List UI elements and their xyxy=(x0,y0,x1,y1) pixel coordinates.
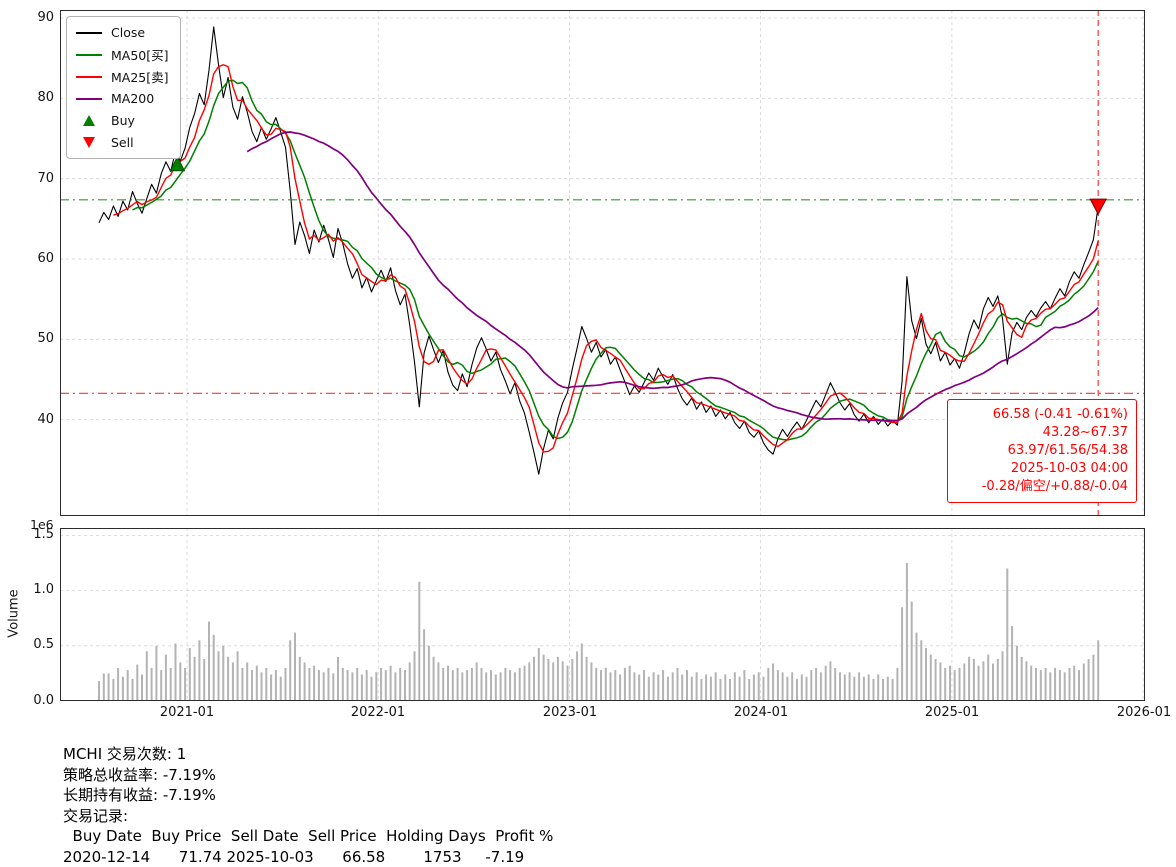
y-axis-tick: 80 xyxy=(8,90,54,106)
y-axis-tick: 60 xyxy=(8,251,54,267)
ma25-line-swatch xyxy=(76,76,102,78)
trade-table-header: Buy Date Buy Price Sell Date Sell Price … xyxy=(63,826,553,847)
volume-offset-label: 1e6 xyxy=(30,517,54,532)
y-axis-tick: 90 xyxy=(8,10,54,26)
sell-marker-icon xyxy=(76,137,102,148)
legend-item-close: Close xyxy=(76,24,169,41)
ma200-line-swatch xyxy=(76,98,102,100)
x-axis-tick: 2024-01 xyxy=(721,705,801,721)
legend: Close MA50[买] MA25[卖] MA200 Buy Sell xyxy=(66,16,181,159)
strategy-summary: MCHI 交易次数: 1 策略总收益率: -7.19% 长期持有收益: -7.1… xyxy=(63,744,553,867)
price-annotation-box: 66.58 (-0.41 -0.61%) 43.28~67.37 63.97/6… xyxy=(947,399,1137,503)
legend-item-ma25: MA25[卖] xyxy=(76,68,169,85)
annotation-signal: -0.28/偏空/+0.88/-0.04 xyxy=(956,478,1128,496)
volume-panel xyxy=(60,528,1145,701)
legend-label: MA50[买] xyxy=(111,45,169,64)
x-axis-tick: 2022-01 xyxy=(338,705,418,721)
annotation-ma-values: 63.97/61.56/54.38 xyxy=(956,442,1128,460)
legend-label: Sell xyxy=(111,135,134,150)
legend-label: MA25[卖] xyxy=(111,67,169,86)
volume-axis-tick: 0.0 xyxy=(8,693,54,709)
x-axis-tick: 2021-01 xyxy=(147,705,227,721)
x-axis-tick: 2023-01 xyxy=(530,705,610,721)
legend-item-ma50: MA50[买] xyxy=(76,46,169,63)
sell-marker xyxy=(1090,199,1106,214)
y-axis-tick: 40 xyxy=(8,412,54,428)
annotation-timestamp: 2025-10-03 04:00 xyxy=(956,460,1128,478)
y-axis-tick: 70 xyxy=(8,171,54,187)
trade-count: MCHI 交易次数: 1 xyxy=(63,744,553,765)
legend-label: Close xyxy=(111,25,145,40)
trade-table-row: 2020-12-14 71.74 2025-10-03 66.58 1753 -… xyxy=(63,847,553,867)
annotation-range: 43.28~67.37 xyxy=(956,424,1128,442)
legend-item-sell: Sell xyxy=(76,134,169,151)
legend-label: Buy xyxy=(111,113,135,128)
x-axis-tick: 2025-01 xyxy=(912,705,992,721)
ma200-line xyxy=(247,132,1098,421)
annotation-last-price: 66.58 (-0.41 -0.61%) xyxy=(956,406,1128,424)
legend-label: MA200 xyxy=(111,91,154,106)
hold-return: 长期持有收益: -7.19% xyxy=(63,785,553,806)
volume-bars xyxy=(98,563,1099,701)
legend-item-buy: Buy xyxy=(76,112,169,129)
strategy-return: 策略总收益率: -7.19% xyxy=(63,765,553,786)
buy-marker-icon xyxy=(76,115,102,126)
ma50-line-swatch xyxy=(76,54,102,56)
close-line-swatch xyxy=(76,32,102,34)
x-axis-tick: 2026-01 xyxy=(1104,705,1176,721)
trade-record-title: 交易记录: xyxy=(63,806,553,827)
volume-axis-label: Volume xyxy=(7,554,22,674)
legend-item-ma200: MA200 xyxy=(76,90,169,107)
y-axis-tick: 50 xyxy=(8,331,54,347)
